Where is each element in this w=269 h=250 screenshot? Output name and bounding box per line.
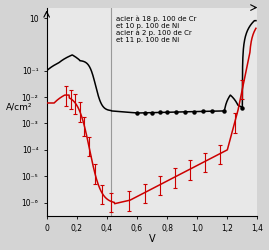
Text: acier à 2 p. 100 de Cr
et 11 p. 100 de Ni: acier à 2 p. 100 de Cr et 11 p. 100 de N… (116, 30, 192, 43)
Y-axis label: A/cm²: A/cm² (6, 103, 32, 112)
Text: acier à 18 p. 100 de Cr
et 10 p. 100 de Ni: acier à 18 p. 100 de Cr et 10 p. 100 de … (116, 15, 196, 29)
X-axis label: V: V (149, 234, 155, 244)
